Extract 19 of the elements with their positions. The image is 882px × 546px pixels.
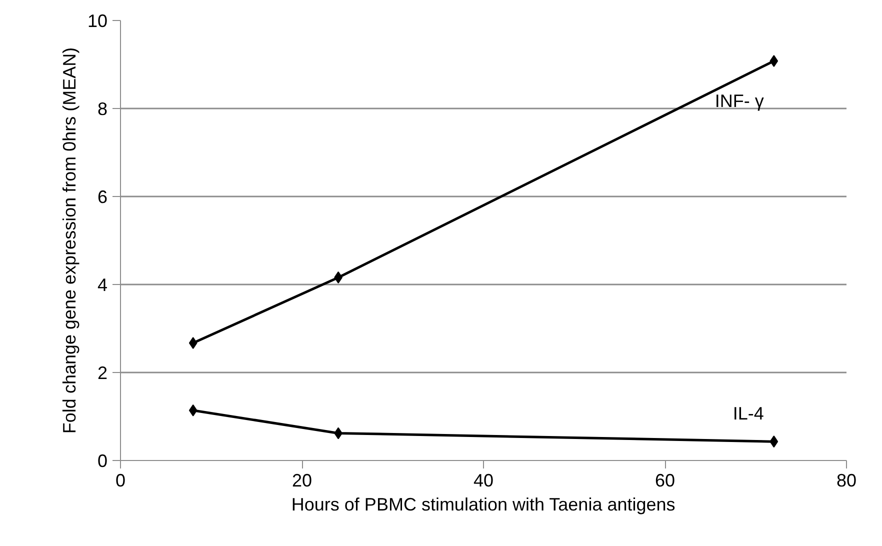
y-tick-label: 6 — [97, 187, 108, 207]
series-label: INF- γ — [714, 90, 764, 111]
x-tick-label: 40 — [473, 470, 494, 490]
point — [188, 404, 198, 416]
y-tick-label: 4 — [97, 275, 108, 295]
series-label: IL-4 — [732, 404, 764, 424]
x-tick-label: 60 — [654, 470, 676, 490]
y-tick-label: 2 — [97, 363, 108, 383]
x-tick-label: 20 — [292, 470, 312, 490]
y-tick-label: 10 — [87, 11, 108, 31]
x-tick-label: 80 — [836, 470, 857, 490]
point — [770, 54, 778, 67]
point — [770, 436, 778, 448]
x-tick-label: 0 — [115, 470, 126, 490]
y-tick-label: 0 — [97, 451, 108, 471]
y-tick-label: 8 — [97, 99, 108, 119]
y-axis-title: Fold change gene expression from 0hrs (MEAN) — [59, 47, 80, 434]
x-axis-title: Hours of PBMC stimulation with Taenia antigens — [291, 494, 676, 514]
point — [188, 337, 198, 350]
